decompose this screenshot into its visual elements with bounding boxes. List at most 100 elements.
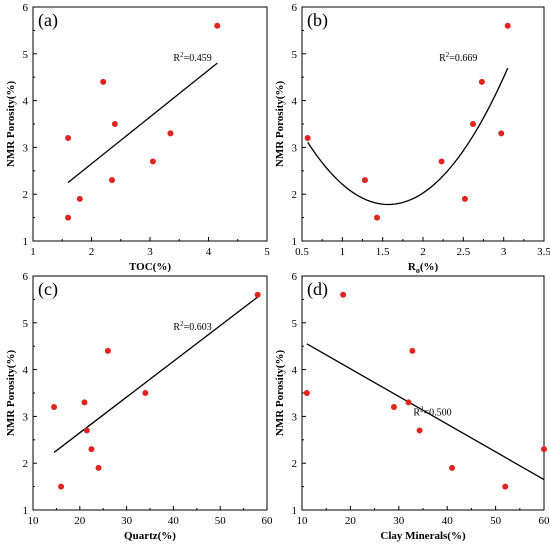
data-point bbox=[81, 399, 88, 406]
data-point bbox=[449, 464, 456, 471]
data-point bbox=[254, 291, 261, 298]
data-point bbox=[470, 121, 477, 127]
y-tick-label: 6 bbox=[292, 2, 298, 14]
x-axis-title: Clay Minerals(%) bbox=[380, 530, 466, 542]
plot-frame bbox=[32, 275, 268, 511]
data-point bbox=[390, 404, 397, 411]
data-point bbox=[88, 446, 95, 453]
y-tick-label: 4 bbox=[292, 96, 298, 108]
r-squared-label: R2=0.669 bbox=[439, 51, 477, 64]
data-point bbox=[65, 135, 72, 142]
plot-frame bbox=[301, 6, 545, 242]
panel-c: 10 20 30 40 50 60 1 2 3 4 5 6 Quartz(%) NMR Porosity(… bbox=[5, 271, 273, 542]
x-tick-label: 3 bbox=[501, 246, 507, 258]
data-point bbox=[504, 22, 511, 29]
data-point bbox=[100, 78, 107, 85]
data-point bbox=[83, 427, 90, 434]
y-axis-title: NMR Porosity(%) bbox=[274, 350, 286, 437]
y-tick-label: 3 bbox=[292, 411, 298, 423]
data-point bbox=[541, 446, 547, 453]
panel-a: 1 2 3 4 5 1 2 3 4 5 6 TOC(%) NMR Porosity(%) (a) R2=0.… bbox=[5, 2, 270, 273]
plot-frame bbox=[301, 275, 545, 511]
x-tick-label: 1.5 bbox=[376, 246, 390, 258]
data-point bbox=[142, 390, 149, 396]
x-tick-label: 20 bbox=[345, 515, 357, 527]
data-point bbox=[461, 195, 468, 202]
y-tick-label: 4 bbox=[23, 96, 29, 108]
fit-line bbox=[53, 296, 259, 453]
panel-d: 10 20 30 40 50 60 1 2 3 4 5 6 Clay Minerals(%) NMR Po… bbox=[274, 271, 550, 542]
data-point bbox=[111, 121, 118, 127]
data-point bbox=[167, 130, 174, 137]
x-tick-label: 50 bbox=[490, 515, 502, 527]
y-tick-label: 5 bbox=[23, 49, 29, 61]
x-axis-title: TOC(%) bbox=[129, 261, 171, 273]
fit-line bbox=[306, 343, 545, 481]
y-tick-label: 2 bbox=[292, 458, 298, 470]
data-point bbox=[340, 291, 347, 298]
x-tick-label: 40 bbox=[168, 515, 180, 527]
y-tick-label: 1 bbox=[292, 505, 298, 517]
data-point bbox=[51, 404, 58, 411]
data-point bbox=[478, 78, 485, 85]
y-tick-label: 3 bbox=[23, 142, 29, 154]
data-point bbox=[498, 130, 505, 137]
data-point bbox=[58, 483, 65, 490]
x-tick-label: 20 bbox=[74, 515, 86, 527]
x-tick-label: 3 bbox=[147, 246, 153, 258]
data-point bbox=[361, 177, 368, 184]
y-tick-label: 6 bbox=[23, 271, 29, 283]
data-point bbox=[303, 390, 310, 396]
x-tick-label: 60 bbox=[539, 515, 550, 527]
x-tick-label: 40 bbox=[442, 515, 454, 527]
x-tick-label: 30 bbox=[393, 515, 405, 527]
data-point bbox=[304, 135, 311, 142]
data-point bbox=[149, 158, 156, 165]
y-tick-label: 4 bbox=[292, 365, 298, 377]
panel-label: (d) bbox=[307, 279, 328, 300]
r-squared-label: R2=0.603 bbox=[173, 320, 211, 333]
x-tick-label: 4 bbox=[206, 246, 212, 258]
x-axis-title: Ro(%) bbox=[408, 261, 439, 275]
r-squared-label: R2=0.459 bbox=[173, 51, 211, 64]
data-point bbox=[405, 399, 412, 406]
data-point bbox=[76, 195, 83, 202]
x-tick-label: 1 bbox=[340, 246, 346, 258]
fit-curve bbox=[307, 67, 509, 206]
x-tick-label: 10 bbox=[28, 515, 40, 527]
data-point bbox=[65, 214, 72, 221]
y-axis-title: NMR Porosity(%) bbox=[5, 350, 17, 437]
x-tick-label: 2 bbox=[420, 246, 426, 258]
y-tick-label: 3 bbox=[23, 411, 29, 423]
x-axis-title: Quartz(%) bbox=[124, 530, 176, 542]
data-point bbox=[214, 22, 221, 29]
panel-label: (c) bbox=[38, 279, 58, 300]
y-tick-label: 5 bbox=[292, 49, 298, 61]
y-tick-label: 2 bbox=[23, 458, 29, 470]
x-tick-label: 1 bbox=[30, 246, 36, 258]
x-tick-label: 0.5 bbox=[295, 246, 309, 258]
y-tick-label: 3 bbox=[292, 142, 298, 154]
x-tick-label: 2 bbox=[89, 246, 95, 258]
y-axis-title: NMR Porosity(%) bbox=[274, 81, 286, 168]
y-tick-label: 6 bbox=[23, 2, 29, 14]
y-tick-label: 1 bbox=[23, 236, 29, 248]
plot-frame bbox=[32, 6, 268, 242]
y-tick-label: 4 bbox=[23, 365, 29, 377]
panel-label: (a) bbox=[38, 10, 58, 31]
data-point bbox=[95, 464, 102, 471]
y-tick-label: 2 bbox=[292, 189, 298, 201]
data-point bbox=[416, 427, 423, 434]
x-tick-label: 3.5 bbox=[537, 246, 550, 258]
x-tick-label: 60 bbox=[262, 515, 274, 527]
x-tick-label: 50 bbox=[215, 515, 227, 527]
y-tick-label: 6 bbox=[292, 271, 298, 283]
y-tick-label: 1 bbox=[23, 505, 29, 517]
r-squared-label: R2=0.500 bbox=[413, 405, 451, 418]
y-tick-label: 5 bbox=[23, 318, 29, 330]
y-tick-label: 5 bbox=[292, 318, 298, 330]
panel-label: (b) bbox=[307, 10, 328, 31]
x-tick-label: 2.5 bbox=[456, 246, 470, 258]
